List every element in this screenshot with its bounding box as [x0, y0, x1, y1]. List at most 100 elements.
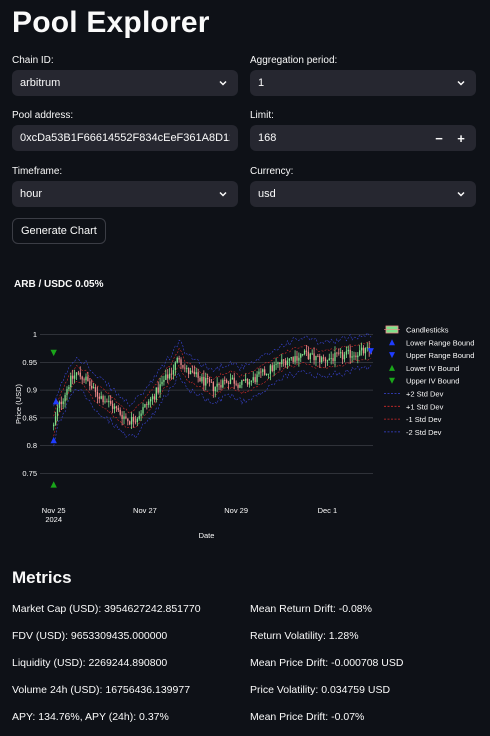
chart-grid	[40, 334, 373, 474]
candle-body	[283, 359, 285, 361]
increment-button[interactable]: +	[457, 130, 465, 146]
decrement-button[interactable]: −	[435, 130, 443, 146]
candle-body	[243, 380, 245, 382]
pool-address-value: 0xcDa53B1F66614552F834cEeF361A8D12a0B8Da…	[20, 132, 230, 144]
candle-body	[157, 387, 159, 393]
candle-body	[317, 355, 319, 357]
candle-body	[338, 352, 340, 354]
candle-body	[362, 347, 365, 354]
candle-body	[58, 401, 61, 408]
candle-body	[357, 355, 359, 358]
candle-body	[349, 349, 351, 358]
candle-body	[92, 387, 95, 389]
plus-2-std-line	[53, 332, 372, 407]
candle-body	[237, 384, 239, 388]
candle-body	[214, 386, 216, 392]
legend-upper-range-bound: Upper Range Bound	[406, 351, 474, 360]
candle-body	[235, 383, 237, 385]
aggregation-period-value: 1	[258, 77, 265, 89]
metric-return-volatility: Return Volatility: 1.28%	[250, 630, 359, 642]
candle-body	[360, 347, 363, 351]
candle-body	[64, 395, 66, 402]
candle-body	[115, 406, 118, 409]
candle-body	[60, 401, 62, 405]
y-tick-label: 0.75	[22, 469, 37, 478]
candle-body	[134, 421, 137, 423]
chevron-down-icon	[457, 191, 465, 197]
candle-body	[94, 387, 97, 392]
chain-id-select[interactable]: arbitrum	[12, 70, 238, 96]
candlesticks	[53, 340, 372, 431]
candle-body	[303, 350, 306, 355]
candle-body	[343, 354, 346, 360]
candle-body	[341, 352, 344, 360]
candle-body	[104, 401, 106, 403]
page-title: Pool Explorer	[12, 6, 210, 39]
candle-body	[222, 380, 224, 388]
candle-body	[269, 365, 272, 374]
candle-body	[292, 357, 294, 362]
candle-body	[220, 385, 222, 388]
candle-body	[149, 398, 152, 402]
candle-body	[307, 351, 310, 360]
candle-body	[332, 358, 334, 362]
std-dev-lines	[53, 332, 372, 447]
candle-body	[75, 372, 78, 376]
metric-mean-price-drift-usd: Mean Price Drift: -0.000708 USD	[250, 657, 404, 669]
candle-body	[167, 374, 169, 379]
pool-address-label: Pool address:	[12, 110, 74, 121]
candle-body	[132, 416, 135, 422]
legend-upper-iv-bound: Upper IV Bound	[406, 377, 459, 386]
candle-body	[271, 365, 273, 371]
candle-body	[72, 375, 74, 379]
aggregation-period-select[interactable]: 1	[250, 70, 476, 96]
candle-body	[267, 373, 270, 375]
candle-body	[330, 358, 332, 359]
candle-body	[66, 389, 68, 396]
candle-body	[184, 367, 186, 369]
candle-body	[142, 407, 144, 414]
x-tick-label: Nov 29	[224, 506, 248, 515]
candle-body	[336, 352, 338, 354]
candle-body	[355, 355, 357, 358]
candle-body	[258, 371, 260, 375]
candle-body	[87, 376, 89, 382]
metric-mean-price-drift-pct: Mean Price Drift: -0.07%	[250, 711, 365, 723]
chart-legend: Candlesticks Lower Range Bound Upper Range…	[384, 326, 474, 437]
candle-body	[345, 351, 348, 355]
candle-body	[252, 377, 254, 381]
y-tick-label: 0.8	[27, 441, 37, 450]
candle-body	[117, 408, 119, 410]
upper-range-bound-marker	[367, 348, 374, 355]
candle-body	[168, 373, 171, 379]
candle-body	[56, 407, 59, 417]
candle-body	[174, 362, 176, 371]
candle-body	[130, 416, 133, 425]
candle-body	[178, 358, 180, 360]
candle-body	[77, 372, 80, 374]
candle-body	[206, 377, 209, 380]
candle-body	[111, 403, 114, 409]
candle-body	[328, 358, 330, 361]
metric-apy: APY: 134.76%, APY (24h): 0.37%	[12, 711, 169, 723]
candle-body	[70, 375, 72, 388]
currency-select[interactable]: usd	[250, 181, 476, 207]
candle-body	[347, 349, 349, 352]
legend-2-std-dev: +2 Std Dev	[406, 390, 444, 399]
candle-body	[123, 416, 125, 419]
generate-chart-button[interactable]: Generate Chart	[12, 218, 106, 244]
candle-body	[195, 372, 197, 375]
y-axis-label: Price (USD)	[14, 384, 23, 425]
candle-body	[129, 421, 131, 425]
candle-body	[89, 381, 91, 386]
candle-body	[277, 362, 279, 364]
x-tick-label: Dec 1	[318, 506, 338, 515]
candle-body	[319, 356, 321, 363]
timeframe-select[interactable]: hour	[12, 181, 238, 207]
pool-address-input[interactable]: 0xcDa53B1F66614552F834cEeF361A8D12a0B8Da…	[12, 125, 238, 151]
candle-body	[290, 357, 292, 359]
candle-body	[286, 360, 289, 366]
candle-body	[275, 363, 277, 365]
limit-number-input[interactable]: 168 − +	[250, 125, 476, 151]
